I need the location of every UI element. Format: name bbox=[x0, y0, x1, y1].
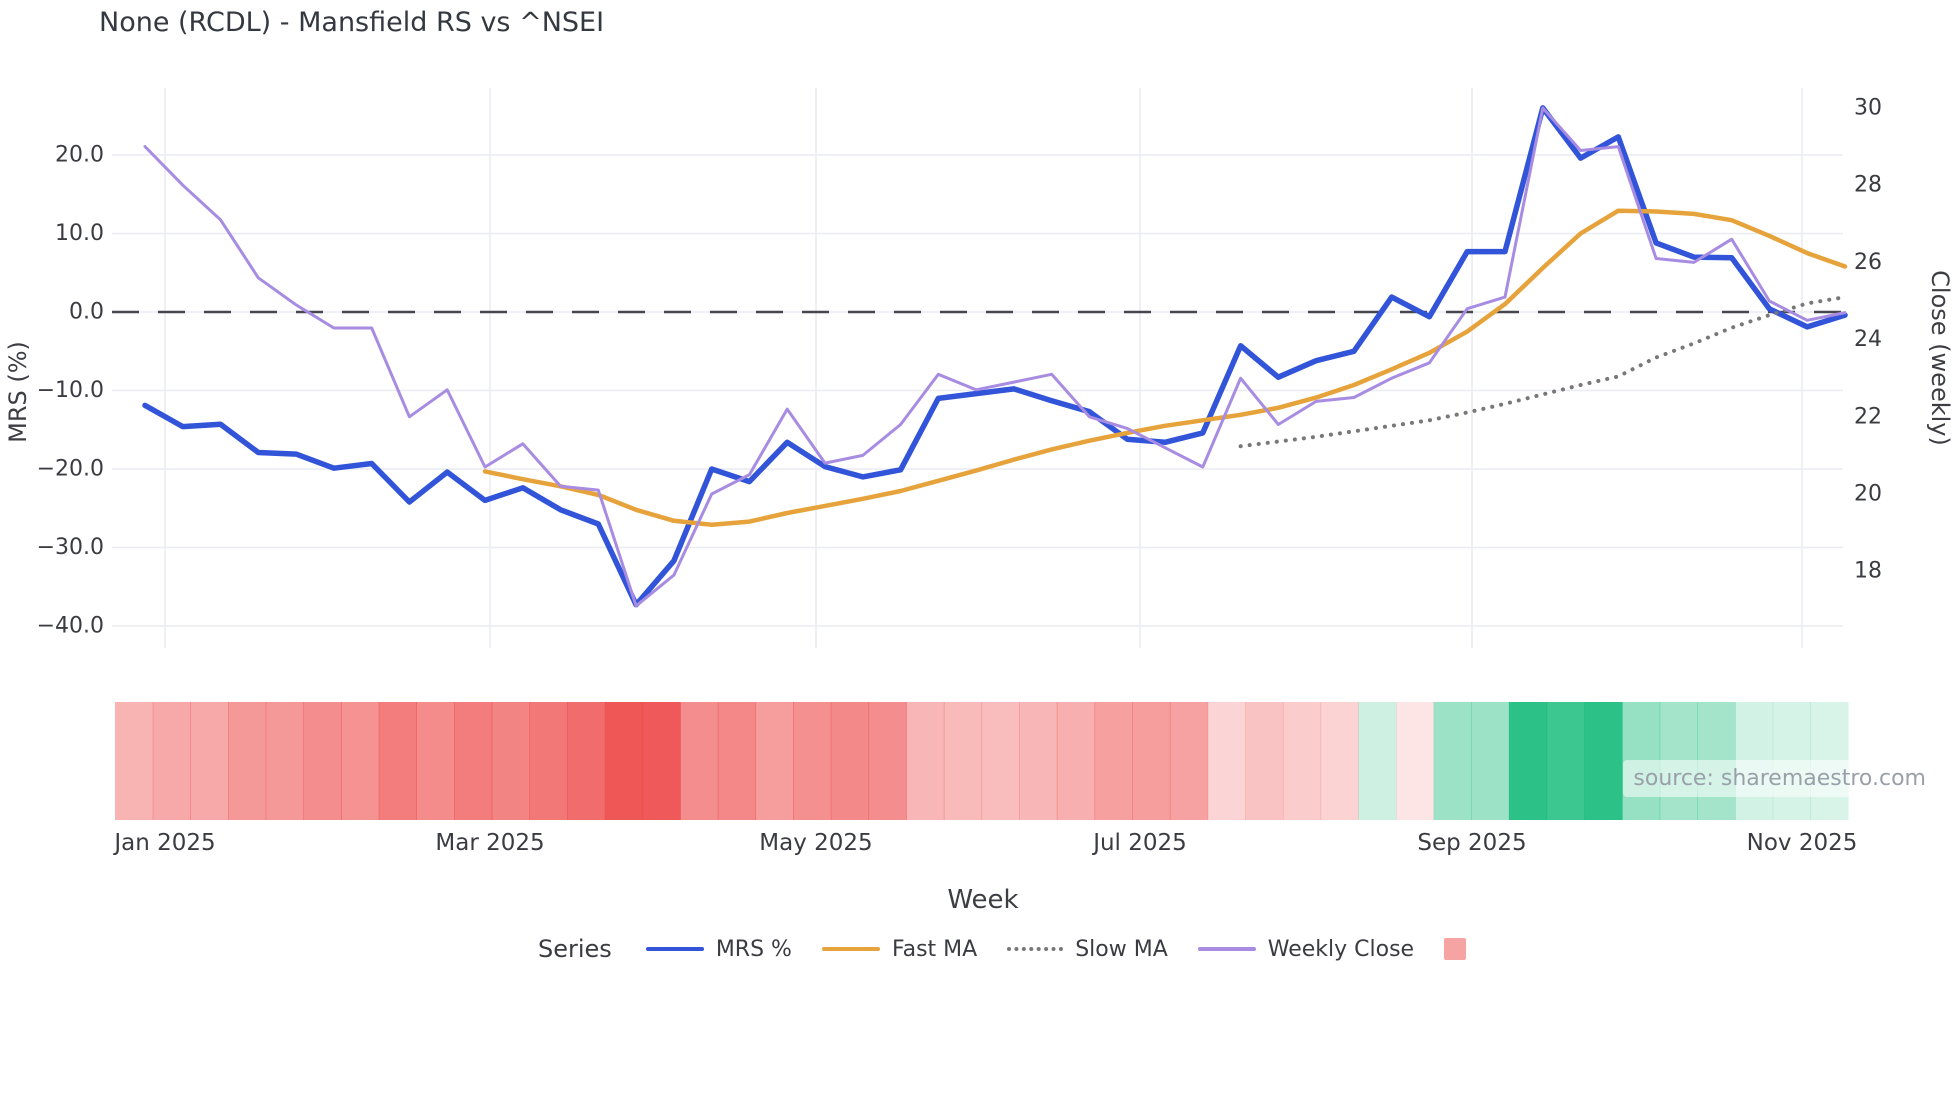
source-watermark: source: sharemaestro.com bbox=[1623, 760, 1936, 797]
legend-item-label: MRS % bbox=[715, 936, 792, 962]
heatmap-cell bbox=[152, 702, 191, 820]
heatmap-cell bbox=[1282, 702, 1322, 820]
legend-line-swatch bbox=[645, 947, 704, 951]
heatmap-cell bbox=[642, 702, 681, 820]
heatmap-cell bbox=[1584, 702, 1623, 820]
heatmap-cell bbox=[1508, 702, 1548, 820]
right-axis-title: Close (weekly) bbox=[1926, 270, 1954, 446]
legend-title: Series bbox=[538, 935, 612, 963]
x-tick-label: Nov 2025 bbox=[1747, 830, 1858, 856]
right-tick-label: 20 bbox=[1854, 482, 1882, 507]
fast-ma-line bbox=[482, 208, 1848, 527]
heatmap-cell bbox=[1395, 702, 1435, 820]
legend-item: Fast MA bbox=[821, 936, 978, 962]
heatmap-cell bbox=[378, 702, 417, 820]
heatmap-cell bbox=[265, 702, 304, 820]
legend-line-swatch bbox=[821, 947, 880, 951]
heatmap-cell bbox=[793, 702, 832, 820]
x-axis-title: Week bbox=[947, 885, 1018, 915]
heatmap-cell bbox=[1546, 702, 1585, 820]
heatmap-cell bbox=[228, 702, 267, 820]
mrs-line bbox=[142, 105, 1848, 608]
heatmap-cell bbox=[943, 702, 983, 820]
heatmap-cell bbox=[1245, 702, 1284, 820]
heatmap-cell bbox=[190, 702, 229, 820]
heatmap-cell bbox=[1019, 702, 1058, 820]
heatmap-cell bbox=[303, 702, 342, 820]
heatmap-cell bbox=[1132, 702, 1171, 820]
weekly-close-line bbox=[143, 106, 1847, 608]
right-tick-label: 26 bbox=[1854, 250, 1882, 275]
left-tick-label: 10.0 bbox=[55, 221, 104, 246]
heatmap-cell bbox=[604, 702, 644, 820]
heatmap-cell bbox=[868, 702, 907, 820]
x-tick-label: Jul 2025 bbox=[1091, 830, 1187, 856]
legend-item: Slow MA bbox=[1007, 937, 1168, 962]
heatmap-cell bbox=[1094, 702, 1133, 820]
heatmap-cell bbox=[341, 702, 380, 820]
heatmap-cell bbox=[1433, 702, 1472, 820]
heatmap-cell bbox=[830, 702, 870, 820]
left-axis-title: MRS (%) bbox=[4, 341, 32, 443]
heatmap-cell bbox=[755, 702, 794, 820]
left-tick-label: −40.0 bbox=[37, 614, 104, 639]
left-tick-label: −20.0 bbox=[37, 457, 104, 482]
heatmap-cell bbox=[981, 702, 1020, 820]
heatmap-cell bbox=[717, 702, 757, 820]
left-tick-label: 0.0 bbox=[69, 300, 104, 325]
x-tick-label: May 2025 bbox=[759, 830, 872, 856]
heatmap-cell bbox=[680, 702, 719, 820]
heatmap-cell bbox=[567, 702, 606, 820]
legend-item: Weekly Close bbox=[1197, 936, 1415, 962]
heatmap-cell bbox=[529, 702, 568, 820]
legend-item-label: Slow MA bbox=[1075, 936, 1168, 962]
heatmap-cell bbox=[1471, 702, 1510, 820]
legend-item-label: Fast MA bbox=[891, 936, 978, 962]
right-tick-label: 28 bbox=[1854, 173, 1882, 198]
heatmap-cell bbox=[115, 702, 154, 820]
left-tick-label: 20.0 bbox=[55, 143, 104, 168]
heatmap-cell bbox=[454, 702, 493, 820]
legend: Series MRS % Fast MA Slow MA Weekly Close bbox=[538, 928, 1496, 970]
legend-item-label: Weekly Close bbox=[1267, 936, 1415, 962]
x-tick-label: Sep 2025 bbox=[1417, 830, 1526, 856]
slow-ma-line bbox=[1238, 295, 1847, 449]
right-tick-label: 24 bbox=[1854, 327, 1882, 352]
heatmap-cell bbox=[1169, 702, 1209, 820]
heatmap-cell bbox=[1358, 702, 1397, 820]
legend-dotted-swatch bbox=[1007, 947, 1064, 951]
heatmap-cell bbox=[906, 702, 945, 820]
x-tick-label: Jan 2025 bbox=[112, 830, 215, 856]
heatmap-cell bbox=[416, 702, 455, 820]
legend-line-swatch bbox=[1197, 947, 1256, 951]
heatmap-cell bbox=[491, 702, 530, 820]
right-tick-label: 30 bbox=[1854, 96, 1882, 121]
heatmap-cell bbox=[1056, 702, 1096, 820]
x-tick-label: Mar 2025 bbox=[435, 830, 544, 856]
chart-title: None (RCDL) - Mansfield RS vs ^NSEI bbox=[99, 7, 605, 38]
right-tick-label: 22 bbox=[1854, 404, 1882, 429]
heatmap-cell bbox=[1207, 702, 1246, 820]
heatmap-cell bbox=[1320, 702, 1359, 820]
right-tick-label: 18 bbox=[1854, 559, 1882, 584]
left-tick-label: −30.0 bbox=[37, 535, 104, 560]
left-tick-label: −10.0 bbox=[37, 378, 104, 403]
legend-item bbox=[1444, 938, 1467, 960]
legend-square-swatch bbox=[1444, 938, 1467, 960]
legend-item: MRS % bbox=[645, 936, 792, 962]
